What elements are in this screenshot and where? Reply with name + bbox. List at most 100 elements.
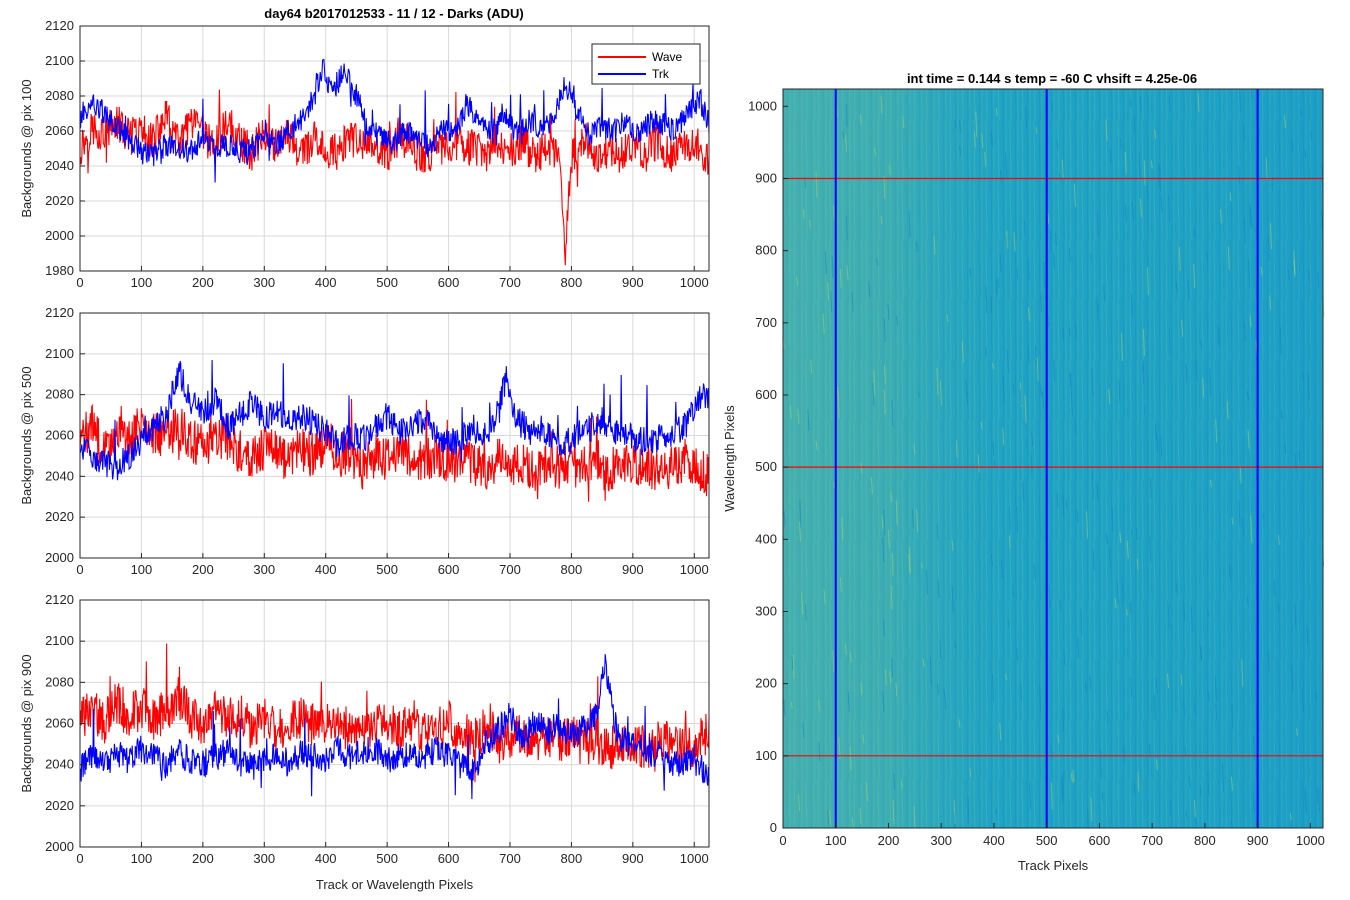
x-tick-label: 900 [622, 562, 644, 577]
image-streak [809, 219, 811, 228]
x-tick-label: 1000 [680, 851, 709, 866]
image-streak [1284, 442, 1287, 454]
image-streak [1043, 261, 1046, 288]
image-streak [870, 477, 873, 494]
image-streak [1142, 329, 1145, 356]
y-axis-label: Backgrounds @ pix 500 [19, 366, 34, 504]
image-streak [916, 509, 919, 533]
image-streak [969, 768, 972, 777]
x-tick-label: 600 [1089, 833, 1111, 848]
image-streak [1027, 258, 1030, 281]
image-streak [1185, 811, 1188, 819]
x-tick-label: 300 [253, 562, 275, 577]
y-tick-label: 2080 [45, 88, 74, 103]
image-streak [933, 235, 936, 255]
image-streak [1289, 813, 1292, 820]
y-tick-label: 2000 [45, 839, 74, 854]
image-streak [807, 409, 810, 431]
image-streak [1265, 157, 1268, 180]
image-streak [1084, 683, 1087, 692]
image-streak [1317, 271, 1320, 288]
x-tick-label: 100 [131, 562, 153, 577]
image-streak [1139, 95, 1142, 113]
image-streak [1273, 579, 1276, 597]
image-streak [967, 797, 970, 825]
image-streak [1062, 493, 1065, 517]
legend: Wave Trk [591, 43, 701, 85]
image-streak [1062, 326, 1065, 342]
axes-frame [79, 25, 710, 272]
x-tick-label: 0 [76, 562, 83, 577]
image-streak [1016, 505, 1019, 533]
image-streak [1154, 423, 1157, 440]
image-streak [953, 813, 956, 829]
image-streak [936, 367, 939, 396]
image-streak [1175, 582, 1178, 594]
image-streak [1178, 246, 1181, 271]
image-streak [1057, 734, 1060, 744]
image-streak [999, 252, 1002, 272]
image-streak [1005, 673, 1008, 681]
image-streak [913, 806, 916, 829]
image-streak [929, 656, 932, 685]
image-streak [1160, 194, 1163, 212]
image-streak [789, 405, 792, 419]
image-streak [1133, 783, 1136, 795]
image-streak [889, 671, 892, 684]
image-streak [1320, 209, 1323, 231]
image-streak [985, 346, 988, 357]
image-streak [1114, 598, 1117, 609]
legend-label-trk: Trk [652, 67, 670, 81]
image-streak [837, 391, 840, 419]
image-streak [954, 120, 957, 129]
image-streak [961, 340, 964, 364]
image-streak [1056, 492, 1059, 509]
series-line-wave [79, 398, 710, 502]
image-streak [1262, 513, 1265, 521]
image-streak [1096, 297, 1099, 321]
image-streak [818, 741, 821, 762]
series-line-trk [79, 359, 710, 481]
image-streak [1108, 388, 1111, 404]
y-tick-label: 2060 [45, 716, 74, 731]
image-streak [1168, 195, 1171, 223]
image-streak [1024, 221, 1026, 236]
image-streak [1138, 151, 1141, 177]
image-streak [844, 643, 847, 656]
x-tick-label: 500 [376, 851, 398, 866]
image-streak [1142, 365, 1144, 385]
image-streak [1034, 345, 1037, 365]
x-tick-label: 400 [315, 562, 337, 577]
image-streak [1210, 480, 1212, 488]
image-streak [1076, 509, 1079, 523]
x-tick-label: 600 [438, 275, 460, 290]
image-streak [1061, 159, 1064, 178]
series-line-trk [79, 58, 710, 183]
image-streak [1207, 771, 1210, 797]
image-streak [832, 650, 835, 673]
image-streak [1270, 223, 1272, 250]
image-streak [1168, 327, 1171, 354]
image-streak [1149, 478, 1152, 499]
image-streak [1296, 728, 1298, 736]
image-streak [890, 585, 893, 610]
image-streak [1247, 430, 1250, 449]
image-streak [1277, 603, 1280, 614]
image-streak [1249, 207, 1252, 227]
x-tick-label: 700 [499, 562, 521, 577]
series-line-wave [79, 643, 710, 783]
image-streak [1199, 785, 1202, 798]
y-tick-label: 2060 [45, 428, 74, 443]
image-streak [828, 810, 831, 826]
image-streak [818, 700, 821, 712]
image-streak [1146, 267, 1149, 296]
image-streak [845, 215, 848, 241]
image-streak [1238, 499, 1241, 528]
image-streak [851, 817, 854, 829]
y-tick-label: 2000 [45, 228, 74, 243]
image-streak [1074, 419, 1077, 435]
image-streak [911, 509, 914, 528]
image-streak [799, 521, 801, 542]
image-streak [1039, 684, 1042, 713]
